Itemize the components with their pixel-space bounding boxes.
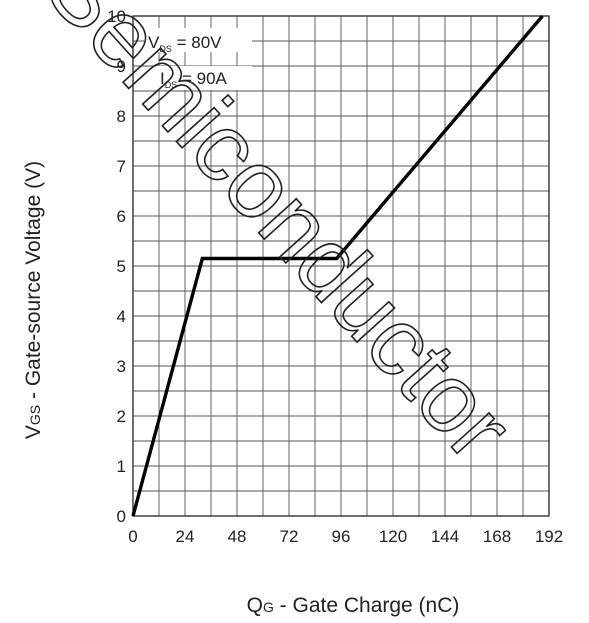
y-tick-label: 8 [117,107,126,126]
series-line [131,14,544,517]
x-tick-label: 48 [228,527,247,546]
x-tick-label: 144 [431,527,459,546]
plot-frame [132,15,550,517]
watermark-text: Semiconductor [24,0,532,480]
y-tick-label: 3 [117,357,126,376]
y-tick-label: 4 [117,307,126,326]
x-axis-ticks: 0 24 48 72 96 120 144 168 192 [128,527,563,546]
x-axis-label: QG - Gate Charge (nC) [247,594,460,617]
x-tick-label: 72 [280,527,299,546]
y-tick-label: 1 [117,457,126,476]
x-tick-label: 0 [128,527,137,546]
annotation-ids: IDS = 90A [156,66,252,90]
y-axis-ticks: 0 1 2 3 4 5 6 7 8 9 10 [107,7,126,526]
y-tick-label: 7 [117,157,126,176]
y-axis-label: VGS - Gate-source Voltage (V) [22,161,45,439]
y-tick-label: 9 [117,57,126,76]
y-tick-label: 0 [117,507,126,526]
series-layer [131,14,544,517]
x-tick-label: 120 [379,527,407,546]
y-tick-label: 10 [107,7,126,26]
svg-text:IDS = 90A: IDS = 90A [160,69,228,90]
y-tick-label: 5 [117,257,126,276]
svg-text:VDS = 80V: VDS = 80V [148,33,222,54]
y-tick-label: 2 [117,407,126,426]
x-tick-label: 96 [332,527,351,546]
x-tick-label: 24 [176,527,195,546]
annotation-vds: VDS = 80V [144,28,252,54]
x-tick-label: 192 [535,527,563,546]
x-tick-label: 168 [483,527,511,546]
y-tick-label: 6 [117,207,126,226]
plot-grid [133,16,549,516]
